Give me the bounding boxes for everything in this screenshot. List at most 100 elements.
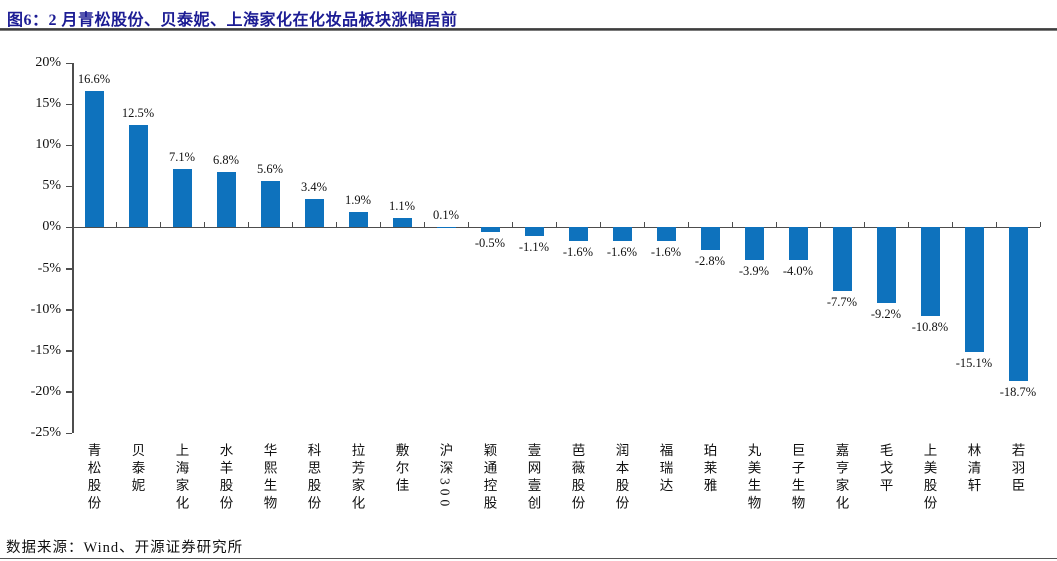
bar bbox=[172, 169, 192, 228]
bar bbox=[348, 211, 368, 228]
bar-value-label: -0.5% bbox=[474, 235, 506, 250]
y-axis-tick-label: -10% bbox=[30, 301, 61, 317]
y-axis-tick bbox=[66, 144, 72, 147]
category-label: 青松股份 bbox=[85, 443, 101, 513]
bar-value-label: 5.6% bbox=[256, 162, 284, 177]
x-axis-tick bbox=[247, 222, 249, 228]
bar-value-label: -1.6% bbox=[606, 244, 638, 259]
bar-value-label: -3.9% bbox=[738, 263, 770, 278]
bar-value-label: -2.8% bbox=[694, 254, 726, 269]
x-axis-tick bbox=[951, 222, 953, 228]
bar bbox=[128, 124, 148, 228]
x-axis-tick bbox=[643, 222, 645, 228]
y-axis-tick-label: 10% bbox=[35, 137, 61, 153]
bar-value-label: 3.4% bbox=[300, 180, 328, 195]
bar-value-label: 7.1% bbox=[168, 150, 196, 165]
bar bbox=[964, 227, 984, 352]
bar bbox=[744, 227, 764, 260]
page-bottom-line bbox=[0, 558, 1057, 559]
category-label: 芭薇股份 bbox=[569, 443, 585, 513]
category-label: 科思股份 bbox=[305, 443, 321, 513]
category-label: 若羽臣 bbox=[1009, 443, 1025, 496]
y-axis-tick-label: 20% bbox=[35, 55, 61, 70]
category-label: 上海家化 bbox=[173, 443, 189, 513]
bar-value-label: -4.0% bbox=[782, 264, 814, 279]
x-axis-tick bbox=[423, 222, 425, 228]
category-label: 嘉亨家化 bbox=[833, 443, 849, 513]
bar-value-label: -10.8% bbox=[911, 320, 949, 335]
bar bbox=[612, 227, 632, 241]
y-axis-tick-label: -5% bbox=[37, 260, 61, 276]
y-axis-tick-label: -15% bbox=[30, 342, 61, 358]
bar bbox=[876, 227, 896, 304]
category-label: 敷尔佳 bbox=[393, 443, 409, 496]
y-axis-tick bbox=[66, 350, 72, 352]
bar bbox=[216, 171, 236, 228]
x-axis-tick bbox=[599, 222, 601, 228]
x-axis-tick bbox=[335, 222, 337, 228]
x-axis-tick bbox=[555, 222, 557, 228]
y-axis-tick-label: 5% bbox=[42, 178, 61, 194]
bar bbox=[524, 227, 544, 237]
bar bbox=[920, 227, 940, 317]
y-axis-tick bbox=[66, 62, 72, 64]
category-label: 颖通控股 bbox=[481, 443, 497, 513]
y-axis-tick bbox=[66, 226, 72, 229]
category-label: 壹网壹创 bbox=[525, 443, 541, 513]
bar-value-label: 1.9% bbox=[344, 192, 372, 207]
bar bbox=[84, 90, 104, 228]
category-label: 贝泰妮 bbox=[129, 443, 145, 496]
category-label: 巨子生物 bbox=[789, 443, 805, 513]
x-axis-tick bbox=[1039, 222, 1041, 228]
category-label: 珀莱雅 bbox=[701, 443, 717, 496]
bar bbox=[700, 227, 720, 251]
category-label: 林清轩 bbox=[965, 443, 981, 496]
bar-value-label: -1.1% bbox=[518, 240, 550, 255]
y-axis-line bbox=[72, 63, 74, 433]
bar-value-label: -1.6% bbox=[650, 244, 682, 259]
category-label: 润本股份 bbox=[613, 443, 629, 513]
x-axis-tick bbox=[907, 222, 909, 228]
x-axis-tick bbox=[115, 222, 117, 228]
y-axis-tick-label: -20% bbox=[30, 383, 61, 399]
x-axis-tick bbox=[71, 222, 73, 228]
bar-value-label: 1.1% bbox=[388, 199, 416, 214]
bar-value-label: 0.1% bbox=[432, 207, 460, 222]
x-axis-tick bbox=[159, 222, 161, 228]
y-axis-tick bbox=[66, 185, 72, 188]
bar-value-label: -1.6% bbox=[562, 244, 594, 259]
bar bbox=[260, 181, 280, 228]
category-label: 丸美生物 bbox=[745, 443, 761, 513]
bar-value-label: -7.7% bbox=[826, 294, 858, 309]
bar bbox=[1008, 227, 1028, 382]
bar bbox=[788, 227, 808, 261]
y-axis-tick bbox=[66, 432, 72, 434]
y-axis-tick bbox=[66, 268, 72, 270]
y-axis-tick-label: 15% bbox=[35, 96, 61, 112]
bar bbox=[832, 227, 852, 291]
category-label: 上美股份 bbox=[921, 443, 937, 513]
x-axis-tick bbox=[511, 222, 513, 228]
bar-value-label: -15.1% bbox=[955, 355, 993, 370]
x-axis-tick bbox=[467, 222, 469, 228]
category-label: 拉芳家化 bbox=[349, 443, 365, 513]
x-axis-tick bbox=[775, 222, 777, 228]
x-axis-tick bbox=[687, 222, 689, 228]
bar-value-label: 12.5% bbox=[121, 105, 155, 120]
x-axis-tick bbox=[291, 222, 293, 228]
category-label: 沪深300 bbox=[437, 443, 453, 511]
y-axis-tick-label: 0% bbox=[42, 219, 61, 235]
bar-value-label: -9.2% bbox=[870, 307, 902, 322]
category-label: 毛戈平 bbox=[877, 443, 893, 496]
x-axis-tick bbox=[995, 222, 997, 228]
x-axis-tick bbox=[731, 222, 733, 228]
x-axis-tick bbox=[819, 222, 821, 228]
bar-value-label: 6.8% bbox=[212, 152, 240, 167]
bar bbox=[304, 199, 324, 228]
category-label: 福瑞达 bbox=[657, 443, 673, 496]
x-axis-tick bbox=[203, 222, 205, 228]
title-separator-line bbox=[0, 28, 1057, 31]
bar bbox=[656, 227, 676, 241]
bar bbox=[568, 227, 588, 241]
